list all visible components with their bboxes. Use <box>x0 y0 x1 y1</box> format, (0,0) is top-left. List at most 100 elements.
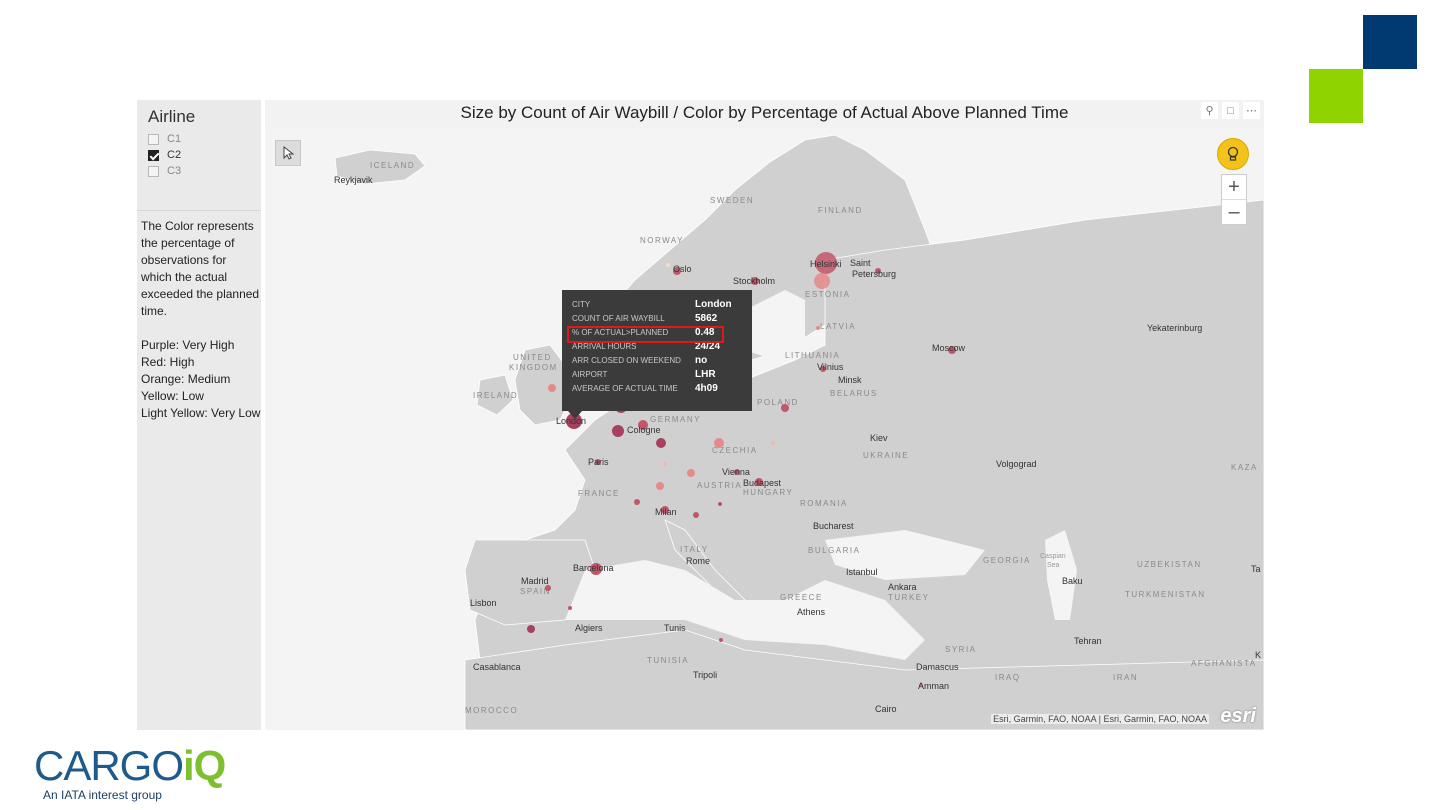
country-label: GEORGIA <box>983 556 1031 565</box>
select-tool-button[interactable] <box>275 140 301 166</box>
slicer-item-label: C3 <box>167 165 182 177</box>
lightbulb-icon <box>1227 146 1239 161</box>
city-bubble-vienna <box>734 469 740 475</box>
map-visual[interactable]: ICELAND SWEDEN FINLAND NORWAY ESTONIA LA… <box>265 100 1264 730</box>
legend-scale-very-high: Purple: Very High <box>141 338 235 352</box>
city-label: Volgograd <box>996 459 1037 469</box>
city-bubble-lyon <box>656 482 664 490</box>
logo-tagline: An IATA interest group <box>43 788 162 802</box>
country-label: ROMANIA <box>800 499 848 508</box>
city-label: Paris <box>588 457 609 467</box>
country-label: ITALY <box>680 545 709 554</box>
tooltip-row: CITY London <box>572 297 752 311</box>
slicer-item-label: C2 <box>167 149 182 161</box>
checkbox[interactable] <box>148 133 159 145</box>
city-bubble-france-south <box>634 499 640 505</box>
country-label: UZBEKISTAN <box>1137 560 1202 569</box>
checkbox-checked[interactable] <box>148 149 159 161</box>
pin-icon[interactable]: ⚲ <box>1201 102 1218 119</box>
country-label: LITHUANIA <box>785 351 840 360</box>
tooltip-value: 5862 <box>695 312 718 324</box>
city-label: Damascus <box>916 662 959 672</box>
sea-black <box>825 530 985 580</box>
esri-logo: esri <box>1220 705 1256 727</box>
country-label: AUSTRIA <box>697 481 742 490</box>
legend-line: which the actual <box>141 270 228 284</box>
city-label: Ankara <box>888 582 917 592</box>
city-label: Minsk <box>838 375 862 385</box>
city-bubble-cologne <box>612 425 624 437</box>
sea-label: Caspian <box>1040 553 1066 560</box>
city-bubble-barcelona <box>590 563 602 575</box>
city-label: Vienna <box>722 467 750 477</box>
slicer-item-c1[interactable]: C1 <box>148 132 181 146</box>
edge-label: Ta <box>1251 564 1261 574</box>
city-bubble-slovenia <box>693 512 699 518</box>
country-label: GREECE <box>780 593 823 602</box>
country-label: ICELAND <box>370 161 415 170</box>
checkbox[interactable] <box>148 165 159 177</box>
city-label: Yekaterinburg <box>1147 323 1202 333</box>
city-label: Tehran <box>1074 636 1102 646</box>
city-label: Madrid <box>521 576 549 586</box>
more-icon[interactable]: ⋯ <box>1243 102 1260 119</box>
city-bubble-madrid <box>545 585 551 591</box>
legend-scale-very-low: Light Yellow: Very Low <box>141 406 261 420</box>
tooltip-key: AVERAGE OF ACTUAL TIME <box>572 383 678 393</box>
city-bubble-poland <box>781 404 789 412</box>
slicer-item-c3[interactable]: C3 <box>148 164 181 178</box>
tooltip-value: 24/24 <box>695 340 721 352</box>
city-label: Budapest <box>743 478 782 488</box>
city-label: Cairo <box>875 704 897 714</box>
tooltip-row: AVERAGE OF ACTUAL TIME 4h09 <box>572 381 752 395</box>
country-label: POLAND <box>757 398 799 407</box>
country-label: BELARUS <box>830 389 878 398</box>
slicer-item-c2[interactable]: C2 <box>148 148 181 162</box>
city-label: Athens <box>797 607 826 617</box>
tooltip-value: 4h09 <box>695 382 718 394</box>
legend-line: The Color represents <box>141 219 254 233</box>
city-label: Oslo <box>673 264 692 274</box>
zoom-out-button[interactable]: – <box>1228 201 1240 223</box>
sea-baltic <box>745 290 805 360</box>
zoom-in-button[interactable]: + <box>1222 175 1246 200</box>
land-uk <box>514 344 571 426</box>
city-label: Stockholm <box>733 276 775 286</box>
land-ireland <box>476 374 514 416</box>
land-north-africa <box>464 629 1264 730</box>
city-bubble-milan <box>661 506 669 514</box>
city-bubble-budapest <box>755 478 763 486</box>
decor-square-green <box>1309 69 1363 123</box>
city-bubble-croatia <box>718 502 722 506</box>
legend-scale-high: Red: High <box>141 355 195 369</box>
city-label: London <box>556 416 586 426</box>
tooltip-row: AIRPORT LHR <box>572 367 752 381</box>
city-bubble-vilnius <box>820 366 826 372</box>
logo-wordmark-main: CARGO <box>34 742 184 789</box>
legend-line: time. <box>141 304 168 318</box>
country-label: UNITED <box>513 353 552 362</box>
lightbulb-button[interactable] <box>1217 138 1249 170</box>
map-canvas[interactable]: ICELAND SWEDEN FINLAND NORWAY ESTONIA LA… <box>265 100 1264 730</box>
land-iberia <box>464 539 596 626</box>
country-label: TURKMENISTAN <box>1125 590 1206 599</box>
airline-slicer: Airline C1 C2 C3 The Color represents th… <box>137 100 261 730</box>
slicer-item-label: C1 <box>167 133 182 145</box>
city-label: Vilnius <box>817 362 844 372</box>
decor-square-blue <box>1363 15 1417 69</box>
tooltip-row: COUNT OF AIR WAYBILL 5862 <box>572 311 752 325</box>
city-label: Baku <box>1062 576 1083 586</box>
sea-label: Sea <box>1047 562 1060 569</box>
color-legend-text: The Color represents the percentage of o… <box>141 218 261 439</box>
cargoiq-logo: CARGOiQ An IATA interest group <box>34 742 226 802</box>
city-label: Casablanca <box>473 662 521 672</box>
tooltip-row: % OF ACTUAL>PLANNED 0.48 <box>572 325 752 339</box>
city-bubble-oslo <box>673 267 681 275</box>
city-bubble-moscow <box>948 346 956 354</box>
focus-icon[interactable]: □ <box>1222 102 1239 119</box>
logo-wordmark-iq: iQ <box>183 742 226 789</box>
logo-wordmark: CARGOiQ <box>34 742 226 790</box>
country-label: GERMANY <box>650 415 701 424</box>
legend-line: exceeded the planned <box>141 287 260 301</box>
